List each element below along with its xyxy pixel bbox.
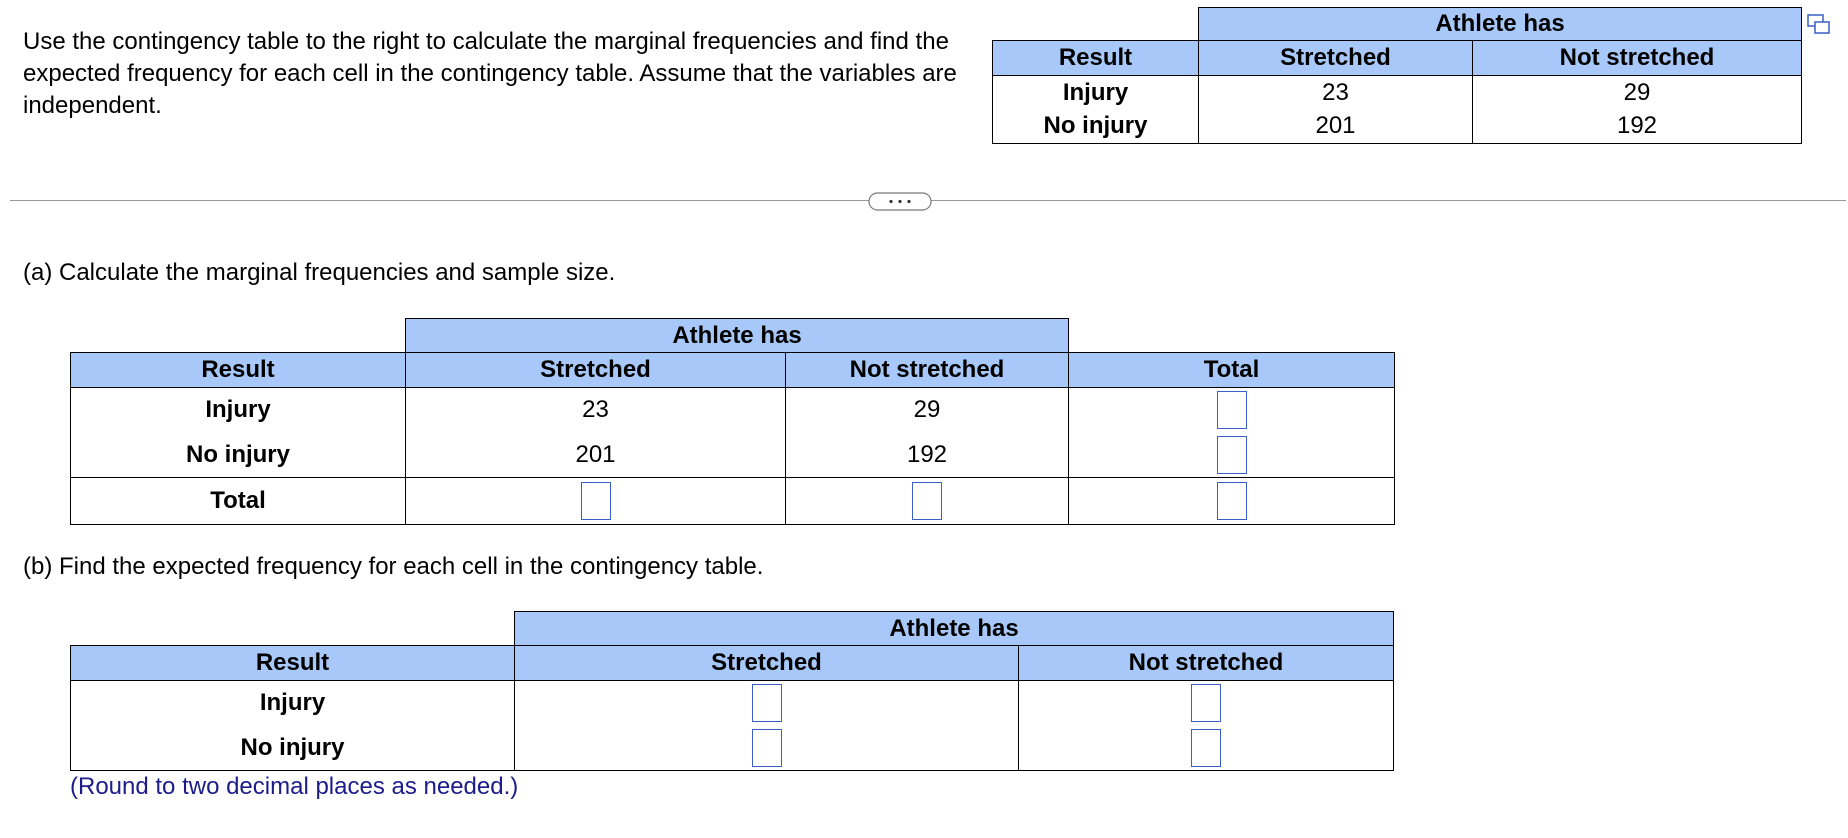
cell: 29 bbox=[1472, 75, 1802, 110]
header: Result bbox=[70, 352, 406, 388]
answer-input[interactable] bbox=[1216, 482, 1247, 520]
part-a-table: Athlete has Result Stretched Not stretched… bbox=[70, 318, 1395, 525]
row-label: Total bbox=[70, 477, 406, 525]
row-label: Injury bbox=[992, 75, 1199, 110]
answer-input[interactable] bbox=[1191, 728, 1221, 767]
header: Result bbox=[992, 40, 1199, 76]
answer-input[interactable] bbox=[1216, 391, 1247, 430]
header: Total bbox=[1068, 352, 1395, 388]
copy-icon[interactable] bbox=[1806, 12, 1832, 38]
part-b-prompt: (b) Find the expected frequency for each… bbox=[23, 553, 764, 580]
answer-input[interactable] bbox=[1191, 684, 1221, 723]
row-label: No injury bbox=[992, 109, 1199, 144]
header: Not stretched bbox=[785, 352, 1069, 388]
row-label: No injury bbox=[70, 725, 515, 771]
expand-button[interactable] bbox=[868, 192, 932, 211]
answer-input[interactable] bbox=[912, 482, 942, 520]
cell: 192 bbox=[1472, 109, 1802, 144]
rounding-note: (Round to two decimal places as needed.) bbox=[70, 773, 519, 800]
header: Not stretched bbox=[1472, 40, 1802, 76]
header: Stretched bbox=[405, 352, 786, 388]
row-label: Injury bbox=[70, 680, 515, 726]
part-a-prompt: (a) Calculate the marginal frequencies a… bbox=[23, 259, 616, 286]
given-table: Athlete has Result Stretched Not stretched… bbox=[992, 7, 1802, 144]
answer-input[interactable] bbox=[1216, 435, 1247, 474]
cell: 192 bbox=[785, 432, 1069, 478]
header: Not stretched bbox=[1018, 645, 1394, 681]
part-b-table: Athlete has Result Stretched Not stretched… bbox=[70, 611, 1394, 771]
answer-input[interactable] bbox=[751, 684, 782, 723]
header: Stretched bbox=[1198, 40, 1473, 76]
answer-input[interactable] bbox=[751, 728, 782, 767]
header: Result bbox=[70, 645, 515, 681]
group-header: Athlete has bbox=[514, 611, 1394, 646]
cell: 23 bbox=[1198, 75, 1473, 110]
cell: 29 bbox=[785, 387, 1069, 433]
row-label: Injury bbox=[70, 387, 406, 433]
cell: 23 bbox=[405, 387, 786, 433]
cell: 201 bbox=[405, 432, 786, 478]
answer-input[interactable] bbox=[580, 482, 611, 520]
cell: 201 bbox=[1198, 109, 1473, 144]
header: Stretched bbox=[514, 645, 1019, 681]
group-header: Athlete has bbox=[405, 318, 1069, 353]
problem-text: Use the contingency table to the right t… bbox=[23, 28, 957, 119]
group-header: Athlete has bbox=[1198, 7, 1802, 41]
row-label: No injury bbox=[70, 432, 406, 478]
